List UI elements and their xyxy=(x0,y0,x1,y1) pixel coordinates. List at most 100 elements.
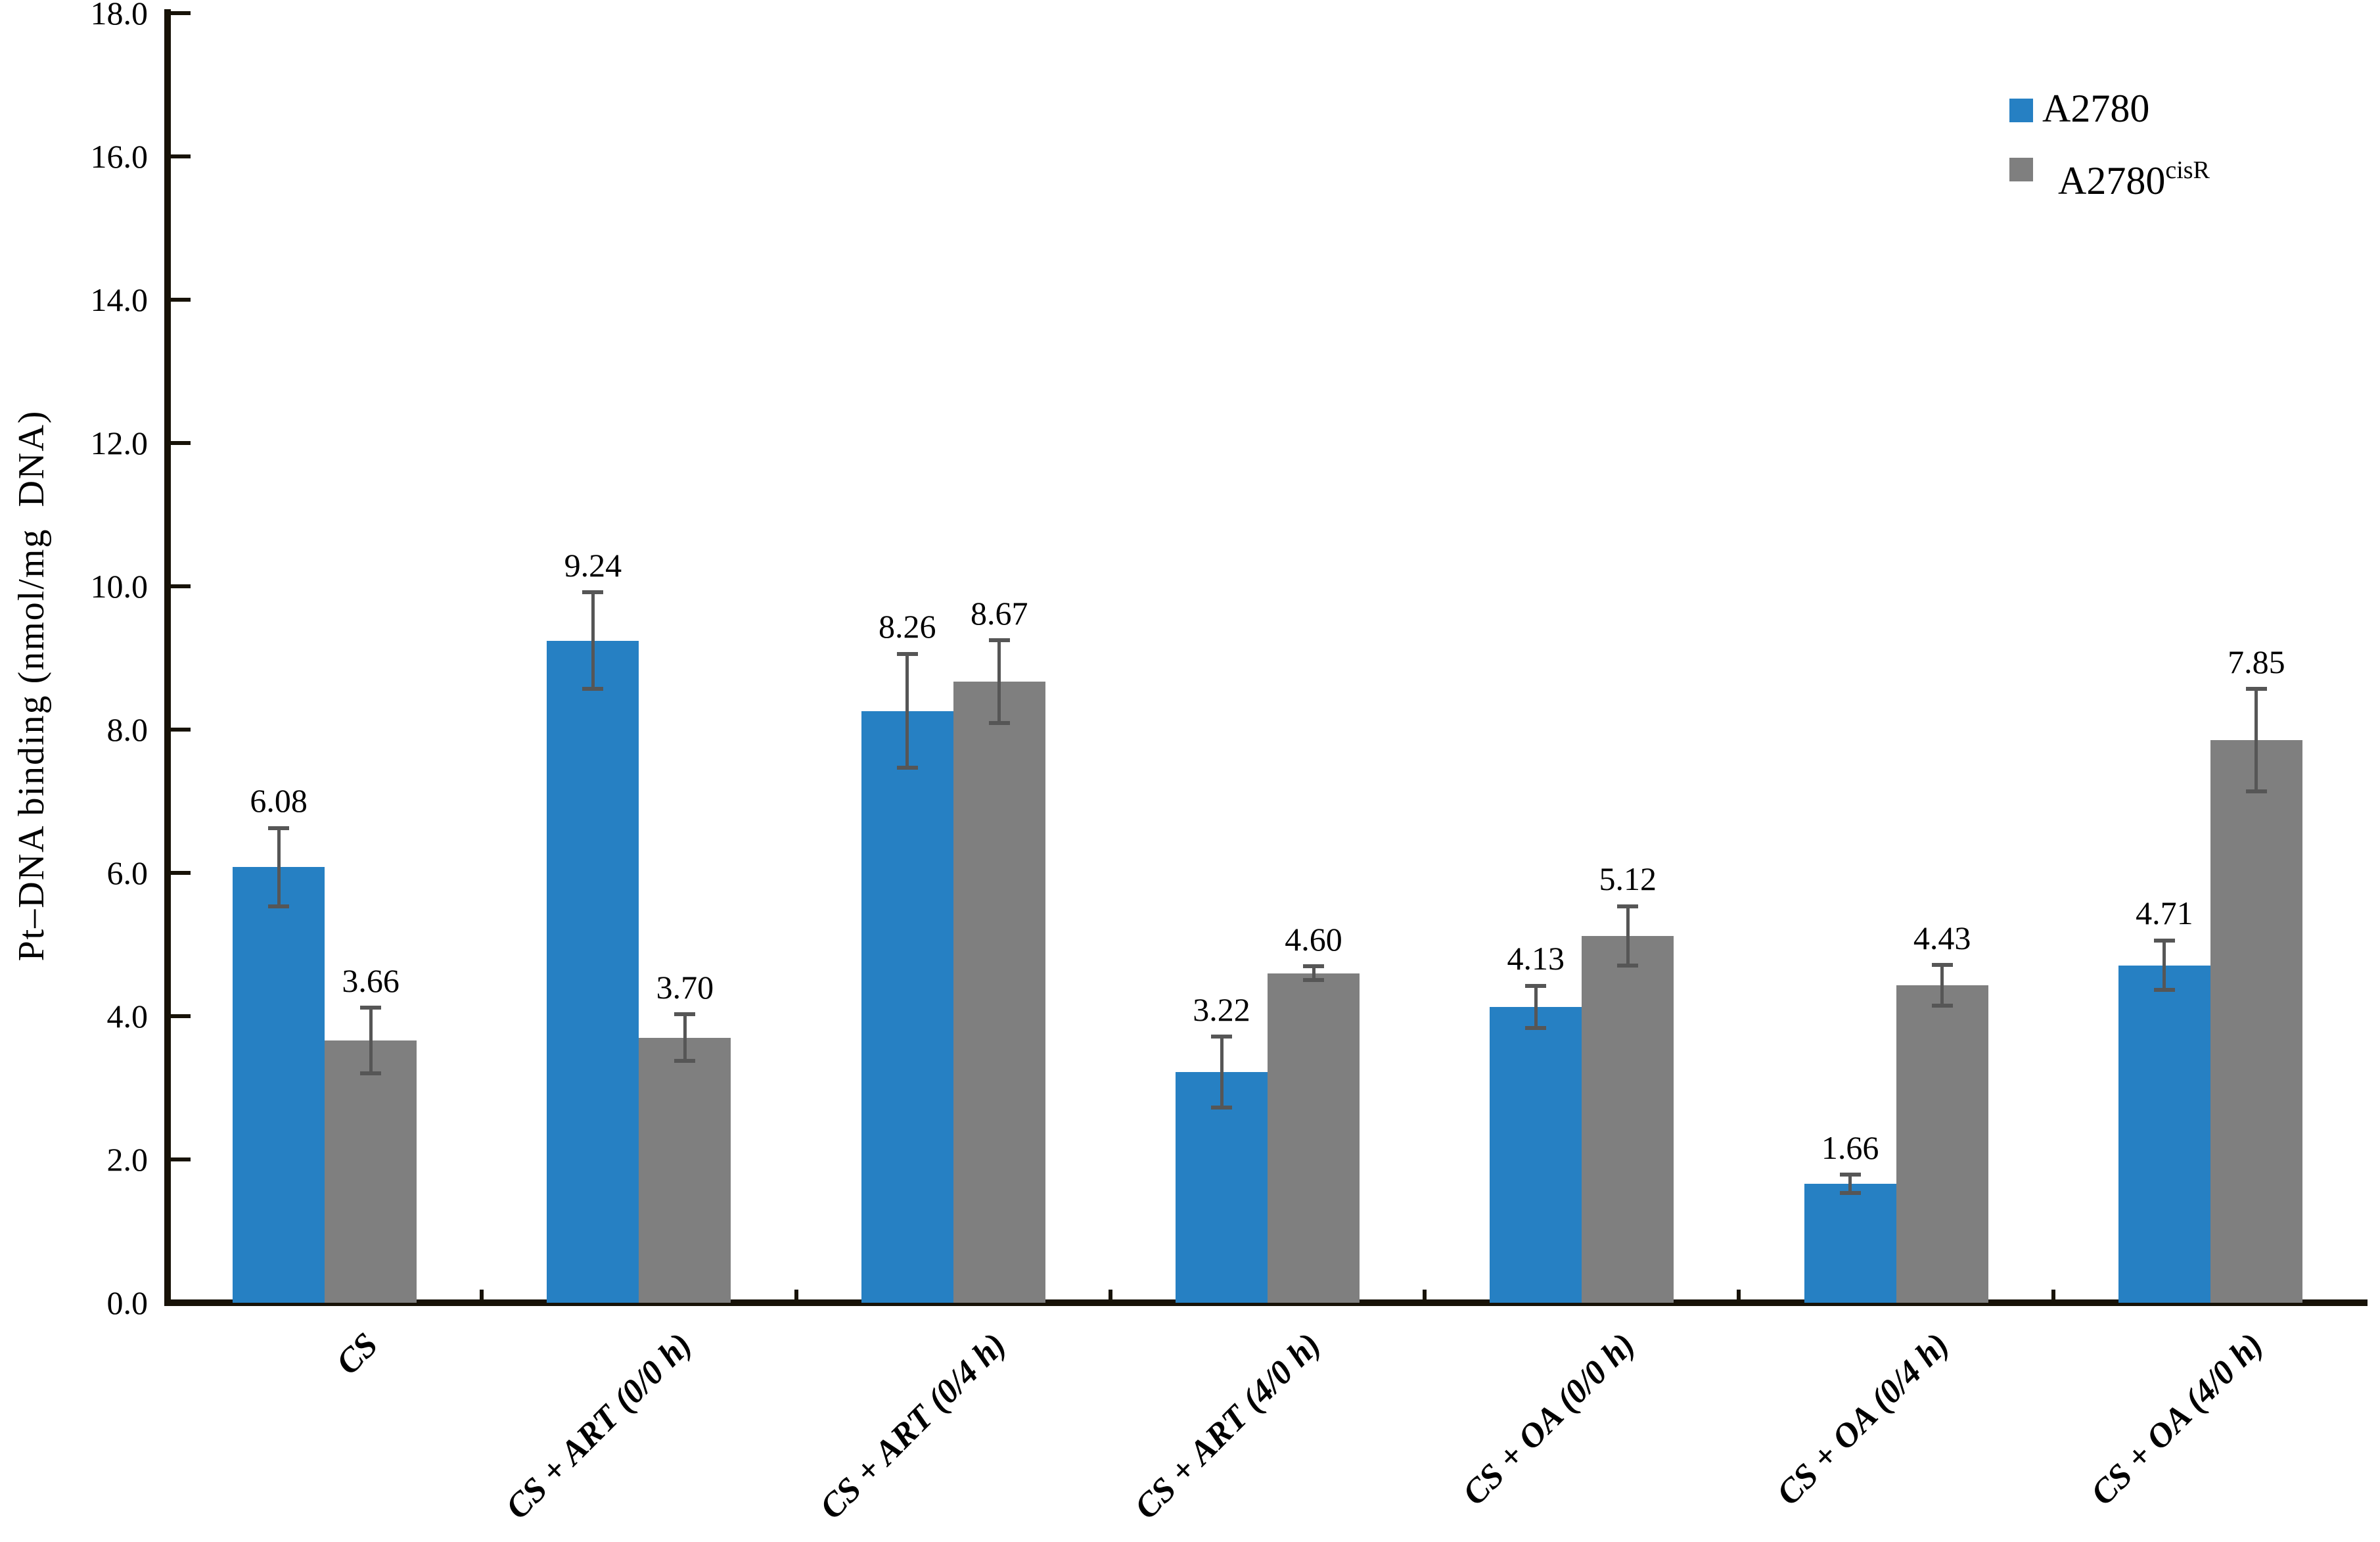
y-axis-tick xyxy=(171,1014,191,1018)
error-bar xyxy=(1626,906,1630,966)
error-bar xyxy=(591,592,595,689)
error-bar-cap-top xyxy=(360,1006,382,1010)
y-axis-tick-label: 16.0 xyxy=(90,138,149,175)
bar-a2780cisr xyxy=(1896,985,1988,1303)
error-bar xyxy=(2163,940,2166,991)
bar-value-label: 4.13 xyxy=(1507,940,1565,977)
bar-a2780 xyxy=(2118,965,2210,1303)
error-bar-cap-bottom xyxy=(1839,1190,1861,1195)
error-bar-cap-top xyxy=(582,590,604,595)
error-bar-cap-top xyxy=(1839,1173,1861,1177)
bar-value-label: 3.70 xyxy=(656,968,714,1006)
error-bar-cap-bottom xyxy=(896,766,918,770)
error-bar-cap-bottom xyxy=(1303,978,1324,982)
error-bar-cap-bottom xyxy=(1211,1106,1232,1110)
error-bar-cap-bottom xyxy=(2153,988,2175,993)
bar-a2780cisr xyxy=(953,681,1045,1303)
bar-value-label: 5.12 xyxy=(1599,860,1657,898)
bar-value-label: 9.24 xyxy=(564,546,622,584)
error-bar-cap-bottom xyxy=(360,1071,382,1075)
error-bar-cap-bottom xyxy=(2245,789,2267,794)
bar-value-label: 4.43 xyxy=(1913,919,1971,956)
error-bar-cap-bottom xyxy=(1525,1026,1547,1031)
y-axis-tick-label: 10.0 xyxy=(90,568,149,605)
error-bar-cap-bottom xyxy=(582,687,604,691)
bar-a2780 xyxy=(1490,1006,1582,1303)
legend-superscript: cisR xyxy=(2165,156,2210,184)
y-axis-tick-label: 0.0 xyxy=(106,1284,149,1321)
bar-value-label: 8.67 xyxy=(970,594,1028,632)
bar-a2780 xyxy=(1176,1072,1268,1303)
error-bar xyxy=(997,640,1001,724)
error-bar xyxy=(369,1007,373,1074)
bar-value-label: 7.85 xyxy=(2228,643,2285,680)
error-bar-cap-top xyxy=(988,638,1010,643)
bar-value-label: 3.22 xyxy=(1193,991,1250,1028)
y-axis-tick xyxy=(171,584,191,588)
y-axis-line xyxy=(164,9,171,1306)
error-bar-cap-bottom xyxy=(268,904,290,908)
bar-a2780cisr xyxy=(2210,740,2302,1303)
y-axis-tick-label: 8.0 xyxy=(106,711,149,748)
error-bar-cap-top xyxy=(268,826,290,830)
x-axis-category-label: CS xyxy=(329,1326,385,1382)
error-bar-cap-top xyxy=(1931,963,1953,968)
y-axis-tick-label: 14.0 xyxy=(90,281,149,318)
bar-value-label: 3.66 xyxy=(342,962,400,999)
error-bar-cap-top xyxy=(1617,904,1639,908)
legend-label-a2780: A2780 xyxy=(2042,87,2149,130)
y-axis-title: Pt–DNA binding (nmol/mg DNA) xyxy=(11,409,52,962)
y-axis-tick-label: 12.0 xyxy=(90,425,149,461)
x-axis-category-label: CS + OA (4/0 h) xyxy=(2084,1326,2271,1513)
x-axis-category-label: CS + OA (0/0 h) xyxy=(1455,1326,1642,1513)
error-bar xyxy=(1220,1036,1224,1108)
y-axis-tick-label: 6.0 xyxy=(106,854,149,891)
error-bar xyxy=(1534,985,1538,1029)
bar-a2780cisr xyxy=(639,1037,731,1303)
x-axis-category-label: CS + ART (0/4 h) xyxy=(813,1326,1014,1527)
bar-value-label: 1.66 xyxy=(1821,1129,1879,1166)
x-axis-category-label: CS + ART (0/0 h) xyxy=(498,1326,700,1527)
legend-label-a2780cisr: A2780cisR xyxy=(2058,149,2210,202)
legend-swatch-a2780cisr xyxy=(2009,158,2033,181)
x-axis-tick xyxy=(480,1290,484,1303)
error-bar-cap-top xyxy=(896,651,918,656)
y-axis-tick xyxy=(171,441,191,445)
y-axis-tick-label: 4.0 xyxy=(106,998,149,1035)
x-axis-tick xyxy=(1423,1290,1427,1303)
error-bar-cap-top xyxy=(2245,687,2267,691)
bar-value-label: 6.08 xyxy=(250,782,308,820)
y-axis-tick-label: 2.0 xyxy=(106,1141,149,1178)
bar-a2780 xyxy=(233,867,325,1303)
x-axis-tick xyxy=(794,1290,798,1303)
x-axis-line xyxy=(164,1299,2368,1306)
bar-a2780 xyxy=(861,711,953,1303)
error-bar xyxy=(1312,966,1316,981)
error-bar-cap-top xyxy=(1211,1035,1232,1039)
x-axis-tick xyxy=(1737,1290,1741,1303)
legend-swatch-a2780 xyxy=(2009,99,2033,122)
x-axis-category-label: CS + ART (4/0 h) xyxy=(1127,1326,1328,1527)
error-bar-cap-bottom xyxy=(1617,964,1639,968)
bar-a2780cisr xyxy=(1582,935,1674,1303)
bar-a2780 xyxy=(1804,1184,1896,1303)
error-bar xyxy=(277,828,281,907)
error-bar-cap-bottom xyxy=(1931,1004,1953,1008)
y-axis-tick xyxy=(171,298,191,302)
legend-text: A2780 xyxy=(2042,87,2150,130)
error-bar xyxy=(905,653,909,768)
y-axis-tick xyxy=(171,154,191,158)
error-bar-cap-bottom xyxy=(988,720,1010,725)
x-axis-tick xyxy=(1108,1290,1112,1303)
bar-value-label: 4.60 xyxy=(1285,920,1342,958)
error-bar xyxy=(1848,1174,1852,1194)
y-axis-tick xyxy=(171,728,191,732)
error-bar-cap-top xyxy=(1303,964,1324,969)
error-bar-cap-top xyxy=(1525,983,1547,988)
error-bar-cap-top xyxy=(674,1012,696,1017)
x-axis-tick xyxy=(2051,1290,2055,1303)
error-bar-cap-top xyxy=(2153,938,2175,943)
y-axis-tick-label: 18.0 xyxy=(90,0,149,32)
y-axis-tick xyxy=(171,11,191,15)
